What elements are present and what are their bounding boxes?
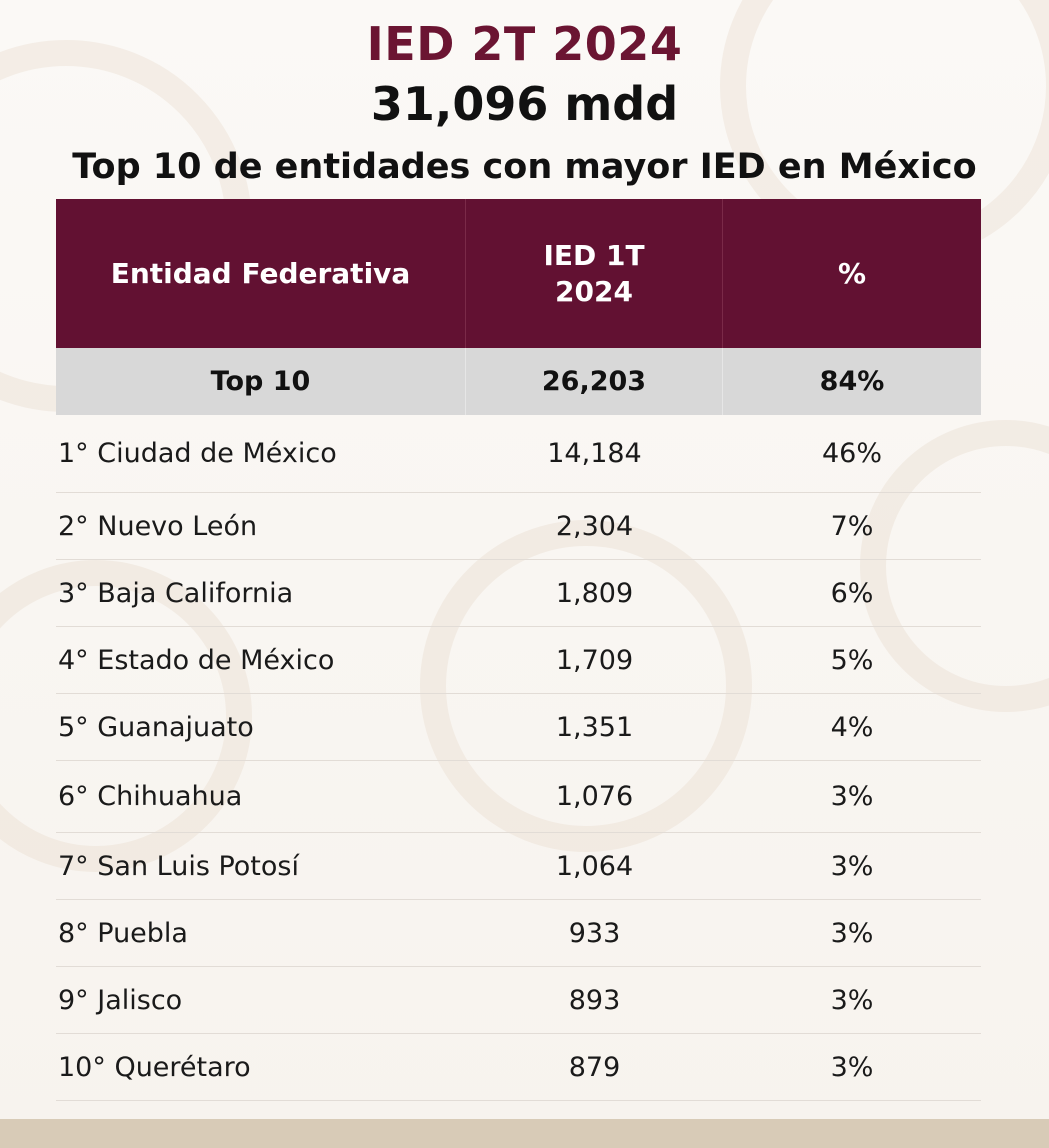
table-row: 7° San Luis Potosí 1,064 3% xyxy=(56,833,981,900)
table-row: 6° Chihuahua 1,076 3% xyxy=(56,761,981,833)
ied-value: 1,709 xyxy=(555,644,634,676)
column-header-ied: IED 1T 2024 xyxy=(466,199,723,348)
ied-value: 1,351 xyxy=(555,711,634,743)
ied-percent: 3% xyxy=(830,850,874,882)
total-amount: 31,096 mdd xyxy=(370,77,679,131)
ied-percent: 7% xyxy=(830,510,874,542)
entity-name: 7° San Luis Potosí xyxy=(58,850,299,882)
table-row: 2° Nuevo León 2,304 7% xyxy=(56,493,981,560)
table-row: 4° Estado de México 1,709 5% xyxy=(56,627,981,694)
page-title: IED 2T 2024 xyxy=(366,17,683,71)
ied-value: 1,064 xyxy=(555,850,634,882)
ied-table: Entidad Federativa IED 1T 2024 % Top 10 … xyxy=(56,199,981,1101)
table-row: 3° Baja California 1,809 6% xyxy=(56,560,981,627)
total-label: Top 10 xyxy=(56,348,466,415)
ied-percent: 3% xyxy=(830,917,874,949)
table-row: 1° Ciudad de México 14,184 46% xyxy=(56,415,981,493)
entity-name: 1° Ciudad de México xyxy=(58,438,337,469)
page-subtitle: Top 10 de entidades con mayor IED en Méx… xyxy=(72,147,977,187)
ied-value: 893 xyxy=(568,984,621,1016)
ied-percent: 4% xyxy=(830,711,874,743)
entity-name: 10° Querétaro xyxy=(58,1051,251,1083)
total-row: Top 10 26,203 84% xyxy=(56,348,981,415)
table-row: 9° Jalisco 893 3% xyxy=(56,967,981,1034)
ied-value: 1,809 xyxy=(555,577,634,609)
column-header-percent: % xyxy=(837,256,867,290)
ied-value: 2,304 xyxy=(555,510,634,542)
total-percent: 84% xyxy=(819,366,885,397)
ied-percent: 3% xyxy=(830,984,874,1016)
ied-value: 933 xyxy=(568,917,621,949)
table-row: 5° Guanajuato 1,351 4% xyxy=(56,694,981,761)
table-row: 8° Puebla 933 3% xyxy=(56,900,981,967)
ied-percent: 5% xyxy=(830,644,874,676)
ied-value: 14,184 xyxy=(547,438,642,469)
column-header-entity: Entidad Federativa xyxy=(56,199,466,348)
entity-name: 5° Guanajuato xyxy=(58,711,254,743)
column-header-ied-line1: IED 1T xyxy=(543,238,645,272)
entity-name: 3° Baja California xyxy=(58,577,294,609)
entity-name: 9° Jalisco xyxy=(58,984,183,1016)
ied-percent: 46% xyxy=(821,438,882,469)
ied-percent: 6% xyxy=(830,577,874,609)
table-row: 10° Querétaro 879 3% xyxy=(56,1034,981,1101)
total-value: 26,203 xyxy=(466,348,723,415)
ied-value: 879 xyxy=(568,1051,621,1083)
ied-value: 1,076 xyxy=(555,781,634,812)
table-header: Entidad Federativa IED 1T 2024 % xyxy=(56,199,981,348)
ied-percent: 3% xyxy=(830,781,874,812)
entity-name: 4° Estado de México xyxy=(58,644,335,676)
entity-name: 2° Nuevo León xyxy=(58,510,258,542)
entity-name: 8° Puebla xyxy=(58,917,188,949)
column-header-ied-line2: 2024 xyxy=(555,274,633,308)
entity-name: 6° Chihuahua xyxy=(58,781,243,812)
ied-percent: 3% xyxy=(830,1051,874,1083)
bottom-bar xyxy=(0,1119,1049,1148)
